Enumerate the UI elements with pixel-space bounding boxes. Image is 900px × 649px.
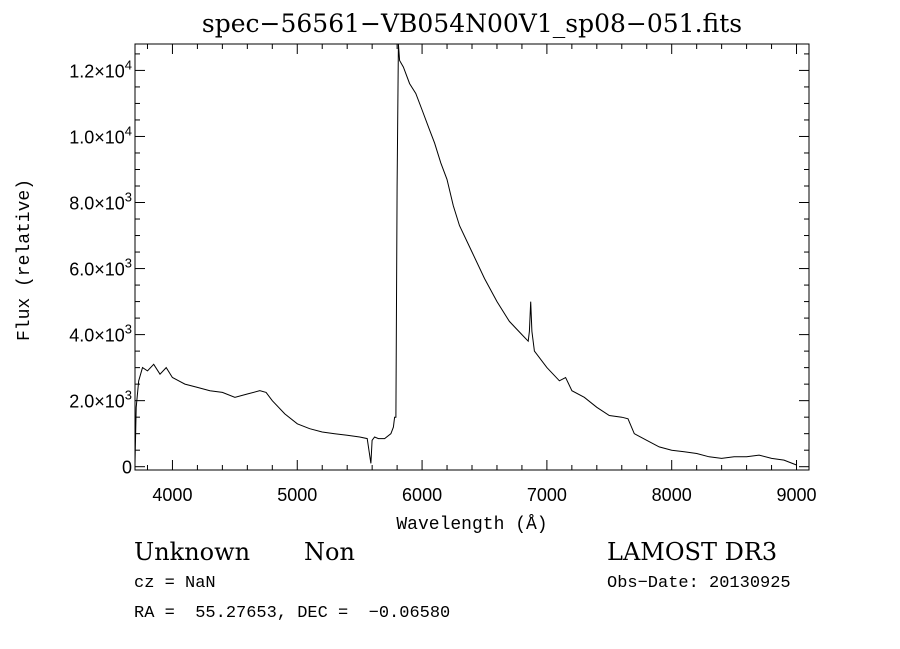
y-tick-labels: 0 2.0×103 4.0×103 6.0×103 8.0×103 1.0×104 1.2×… [69,57,132,477]
observation-date: Obs−Date: 20130925 [607,574,791,593]
x-tick-label: 9000 [776,485,816,505]
x-tick-label: 5000 [277,485,317,505]
chart-title: spec−56561−VB054N00V1_sp08−051.fits [202,9,742,38]
y-tick-label: 8.0×103 [69,190,132,214]
object-class: Unknown [134,538,251,566]
redshift-cz: cz = NaN [134,574,216,593]
x-tick-labels: 4000 5000 6000 7000 8000 9000 [152,485,816,505]
y-tick-label: 0 [122,458,132,478]
y-tick-label: 2.0×103 [69,388,132,412]
x-tick-label: 4000 [152,485,192,505]
spectrum-line [134,43,797,466]
y-tick-label: 4.0×103 [69,322,132,346]
survey-name: LAMOST DR3 [607,538,778,566]
ra-dec-coordinates: RA = 55.27653, DEC = −0.06580 [134,604,451,623]
x-axis-label: Wavelength (Å) [396,514,547,535]
plot-frame [134,43,810,471]
y-tick-label: 6.0×103 [69,256,132,280]
y-axis-label: Flux (relative) [15,179,35,341]
x-tick-label: 8000 [652,485,692,505]
axis-ticks [135,44,809,470]
x-tick-label: 7000 [527,485,567,505]
object-subclass: Non [304,538,355,566]
x-tick-label: 6000 [402,485,442,505]
y-tick-label: 1.0×104 [69,123,132,147]
y-tick-label: 1.2×104 [69,57,132,81]
